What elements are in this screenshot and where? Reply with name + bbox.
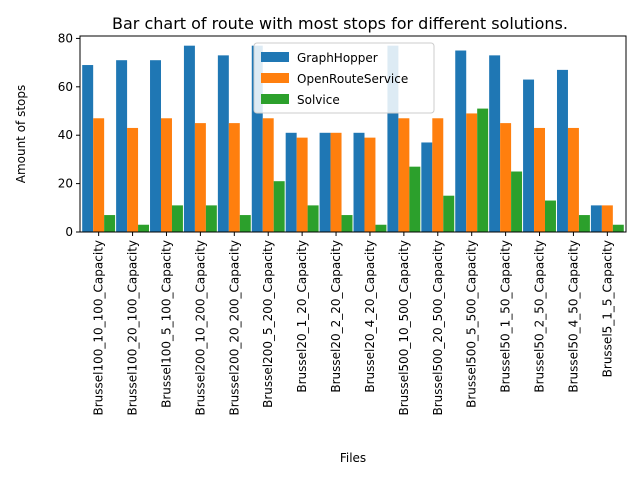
bar-solvice-13	[545, 200, 556, 232]
legend-swatch-openrouteservice	[261, 73, 289, 83]
x-tick-label: Brussel500_10_500_Capacity	[397, 240, 411, 416]
x-tick-label: Brussel20_4_20_Capacity	[363, 240, 377, 393]
legend-label-openrouteservice: OpenRouteService	[297, 72, 408, 86]
x-tick-label: Brussel5_1_5_Capacity	[600, 240, 614, 377]
bar-solvice-15	[612, 224, 624, 232]
chart-title: Bar chart of route with most stops for d…	[112, 14, 568, 33]
bar-openrouteservice-1	[127, 127, 139, 232]
bar-graphhopper-8	[353, 132, 365, 232]
bar-solvice-7	[341, 215, 353, 232]
bar-graphhopper-6	[285, 132, 297, 232]
bars-layer	[82, 45, 624, 233]
bar-openrouteservice-7	[330, 132, 342, 232]
bar-graphhopper-1	[116, 60, 128, 233]
x-axis-ticks: Brussel100_10_100_Capacity Brussel100_20_…	[92, 232, 614, 416]
x-tick-label: Brussel100_20_100_Capacity	[126, 240, 140, 416]
bar-solvice-6	[307, 205, 319, 232]
legend-label-graphhopper: GraphHopper	[297, 51, 378, 65]
bar-openrouteservice-14	[567, 127, 579, 232]
x-tick-label: Brussel500_20_500_Capacity	[431, 240, 445, 416]
bar-solvice-4	[239, 215, 251, 232]
bar-solvice-9	[409, 166, 421, 232]
bar-graphhopper-3	[183, 45, 195, 233]
bar-graphhopper-12	[489, 55, 501, 232]
y-tick-label: 40	[58, 128, 73, 142]
bar-solvice-11	[477, 108, 489, 232]
bar-solvice-3	[205, 205, 217, 232]
bar-openrouteservice-11	[466, 113, 478, 232]
bar-solvice-10	[443, 195, 455, 232]
bar-openrouteservice-13	[534, 127, 546, 232]
bar-solvice-0	[104, 215, 116, 232]
bar-openrouteservice-10	[432, 118, 444, 232]
bar-openrouteservice-8	[364, 137, 376, 232]
bar-openrouteservice-4	[228, 123, 240, 232]
x-tick-label: Brussel50_2_50_Capacity	[533, 240, 547, 393]
legend: GraphHopper OpenRouteService Solvice	[253, 42, 435, 114]
legend-label-solvice: Solvice	[297, 93, 340, 107]
bar-solvice-14	[578, 215, 590, 232]
bar-graphhopper-10	[421, 142, 433, 232]
x-tick-label: Brussel20_1_20_Capacity	[295, 240, 309, 393]
bar-graphhopper-15	[590, 205, 602, 232]
bar-solvice-12	[511, 171, 523, 232]
x-tick-label: Brussel20_2_20_Capacity	[329, 240, 343, 393]
plot-frame	[79, 35, 627, 233]
bar-graphhopper-7	[319, 132, 331, 232]
y-tick-label: 20	[58, 177, 73, 191]
bar-openrouteservice-2	[161, 118, 172, 232]
bar-solvice-1	[138, 224, 150, 232]
bar-openrouteservice-9	[398, 118, 410, 232]
bar-graphhopper-9	[387, 45, 399, 233]
legend-box	[253, 42, 435, 114]
y-tick-label: 0	[65, 225, 73, 239]
x-tick-label: Brussel200_5_200_Capacity	[261, 240, 275, 408]
bar-graphhopper-14	[556, 69, 568, 232]
bar-graphhopper-4	[217, 55, 229, 232]
x-tick-label: Brussel50_1_50_Capacity	[499, 240, 513, 393]
x-axis-label: Files	[340, 451, 366, 465]
x-tick-label: Brussel500_5_500_Capacity	[465, 240, 479, 408]
x-tick-label: Brussel200_20_200_Capacity	[227, 240, 241, 416]
x-tick-label: Brussel100_10_100_Capacity	[92, 240, 106, 416]
bar-solvice-8	[375, 224, 387, 232]
bar-openrouteservice-6	[296, 137, 308, 232]
bar-openrouteservice-3	[194, 123, 206, 232]
legend-swatch-graphhopper	[261, 52, 289, 62]
y-tick-label: 80	[58, 31, 73, 45]
y-axis-ticks: 0 20 40 60 80	[58, 31, 80, 239]
bar-solvice-2	[171, 205, 183, 232]
y-axis-label: Amount of stops	[14, 85, 28, 184]
y-tick-label: 60	[58, 80, 73, 94]
x-tick-label: Brussel200_10_200_Capacity	[193, 240, 207, 416]
bar-graphhopper-13	[523, 79, 535, 232]
bar-solvice-5	[273, 181, 285, 232]
bar-graphhopper-11	[455, 50, 467, 232]
bar-graphhopper-2	[150, 60, 161, 233]
bar-openrouteservice-5	[262, 118, 274, 232]
x-tick-label: Brussel100_5_100_Capacity	[159, 240, 173, 408]
bar-openrouteservice-12	[500, 123, 512, 232]
x-tick-label: Brussel50_4_50_Capacity	[566, 240, 580, 393]
bar-graphhopper-0	[82, 65, 94, 232]
bar-openrouteservice-0	[93, 118, 105, 232]
bar-graphhopper-5	[251, 45, 263, 233]
legend-swatch-solvice	[261, 94, 289, 104]
bar-openrouteservice-15	[601, 205, 613, 232]
